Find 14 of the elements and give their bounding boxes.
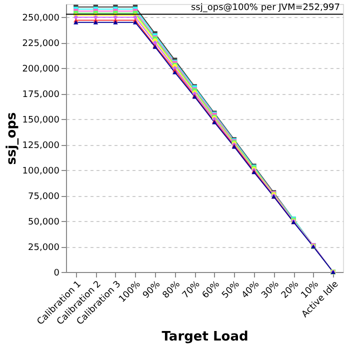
y-axis-title: ssj_ops [4,112,20,165]
y-tick-label: 100,000 [22,166,60,177]
y-tick-label: 75,000 [28,192,60,202]
y-tick-label: 150,000 [22,116,60,126]
y-tick-label: 125,000 [22,141,60,152]
y-tick-label: 250,000 [22,14,60,24]
y-tick-label: 0 [54,268,60,278]
y-tick-label: 200,000 [22,64,60,75]
y-tick-label: 175,000 [22,90,60,100]
x-axis-title: Target Load [162,330,248,345]
ref-line-label: ssj_ops@100% per JVM=252,997 [190,3,340,14]
y-tick-label: 25,000 [28,243,60,254]
y-tick-label: 50,000 [28,218,60,228]
y-tick-label: 225,000 [22,39,60,50]
